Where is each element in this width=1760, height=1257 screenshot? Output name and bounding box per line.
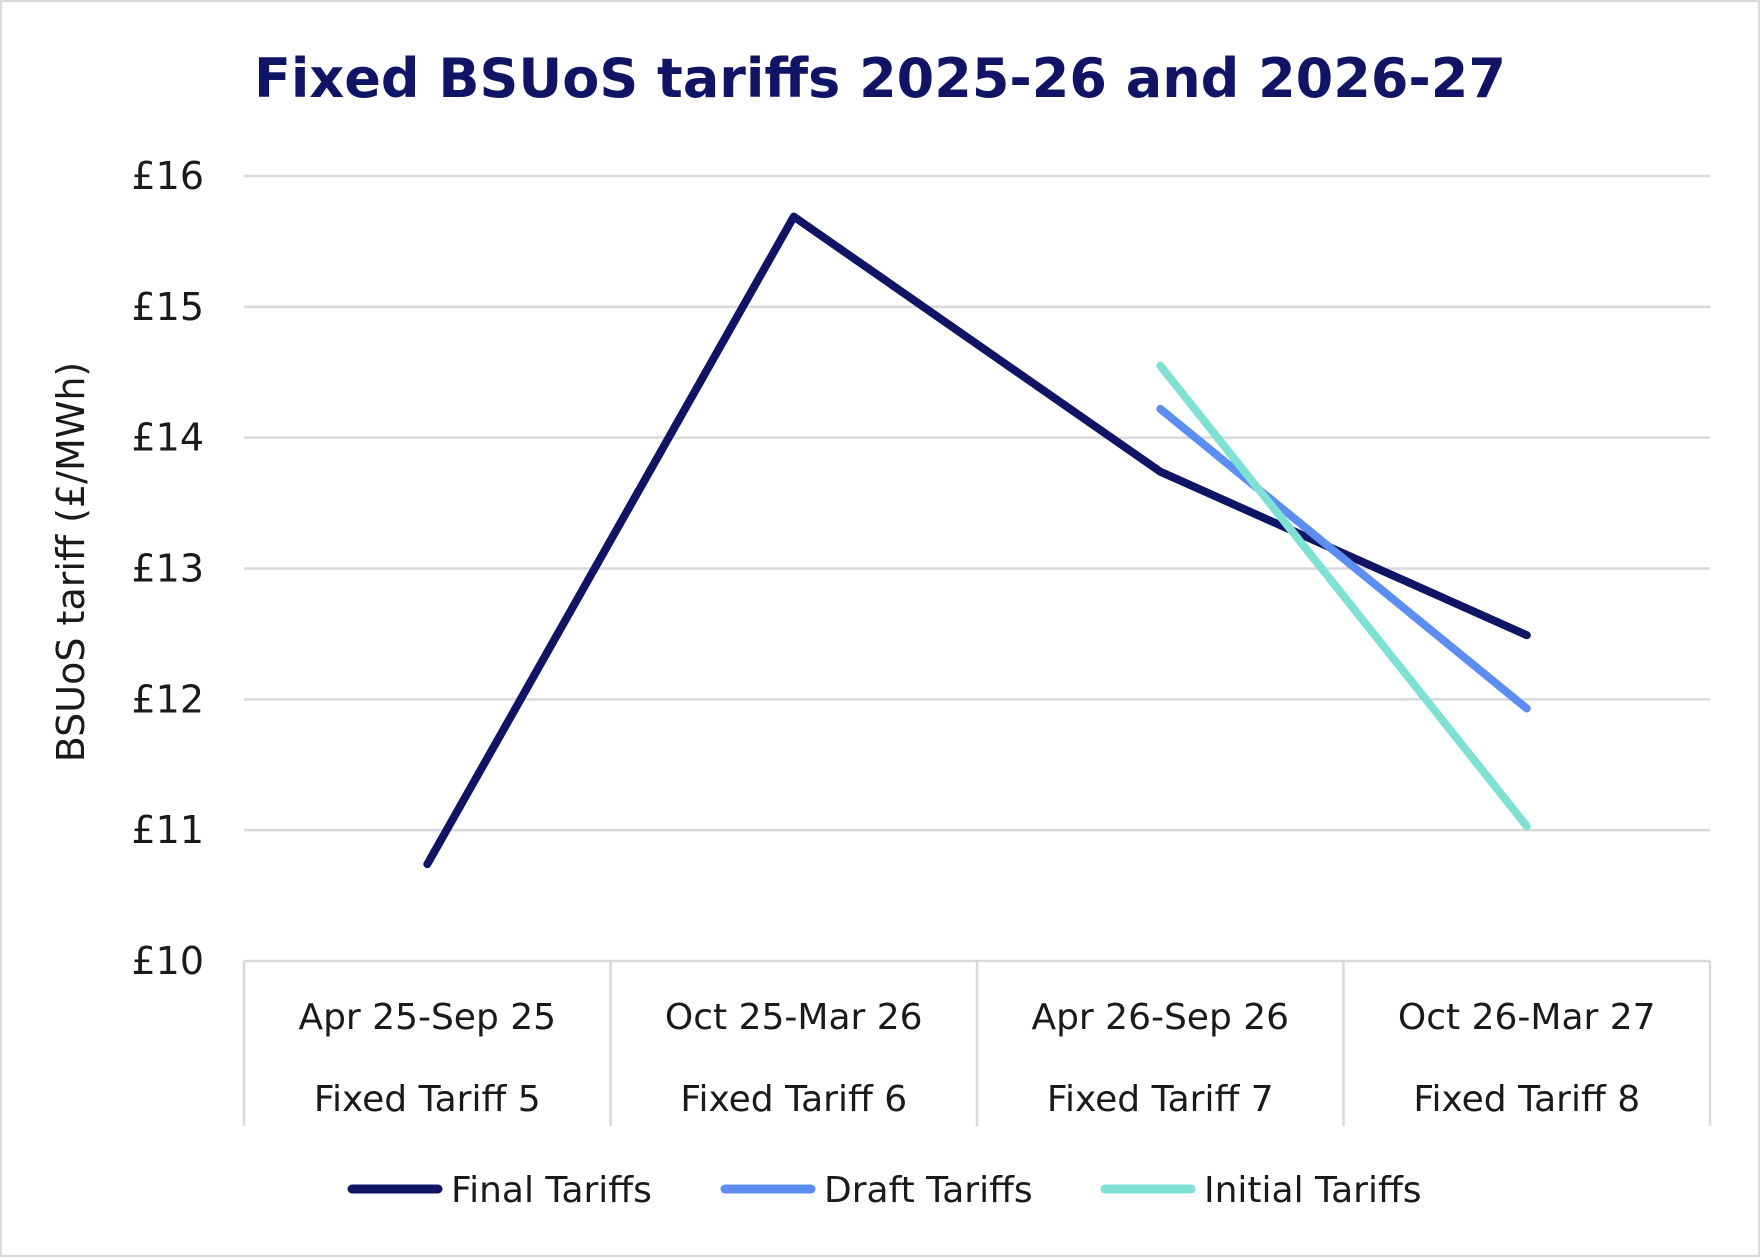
gridlines (244, 174, 1710, 832)
y-tick-label: £12 (131, 677, 204, 721)
legend-label: Final Tariffs (451, 1170, 652, 1211)
y-axis-ticks: £10 £11 £12 £13 £14 £15 £16 (131, 154, 204, 983)
y-tick-label: £15 (131, 285, 204, 329)
series-lines (423, 212, 1531, 869)
x-axis: Apr 25-Sep 25 Fixed Tariff 5 Oct 25-Mar 26… (242, 959, 1712, 1126)
x-tick-label-period: Oct 26-Mar 27 (1398, 997, 1656, 1038)
x-tick-label-period: Apr 25-Sep 25 (298, 997, 556, 1038)
y-tick-label: £10 (131, 939, 204, 983)
x-tick-label-tariff: Fixed Tariff 5 (314, 1079, 541, 1120)
y-tick-label: £14 (131, 416, 204, 460)
legend: Final Tariffs Draft Tariffs Initial Tariff… (347, 1170, 1422, 1211)
series-line-draft-tariffs (1156, 404, 1531, 713)
y-tick-label: £16 (131, 154, 204, 198)
x-tick-label-tariff: Fixed Tariff 8 (1413, 1079, 1640, 1120)
legend-label: Draft Tariffs (824, 1170, 1033, 1211)
series-line-initial-tariffs (1156, 361, 1531, 831)
legend-label: Initial Tariffs (1204, 1170, 1422, 1211)
x-tick-label-period: Oct 25-Mar 26 (665, 997, 923, 1038)
chart-title: Fixed BSUoS tariffs 2025-26 and 2026-27 (254, 47, 1506, 110)
y-axis-title: BSUoS tariff (£/MWh) (49, 362, 93, 762)
y-tick-label: £11 (131, 808, 204, 852)
series-line-final-tariffs (423, 212, 1531, 869)
y-tick-label: £13 (131, 547, 204, 591)
x-tick-label-period: Apr 26-Sep 26 (1031, 997, 1289, 1038)
x-tick-label-tariff: Fixed Tariff 6 (680, 1079, 907, 1120)
x-tick-label-tariff: Fixed Tariff 7 (1047, 1079, 1274, 1120)
